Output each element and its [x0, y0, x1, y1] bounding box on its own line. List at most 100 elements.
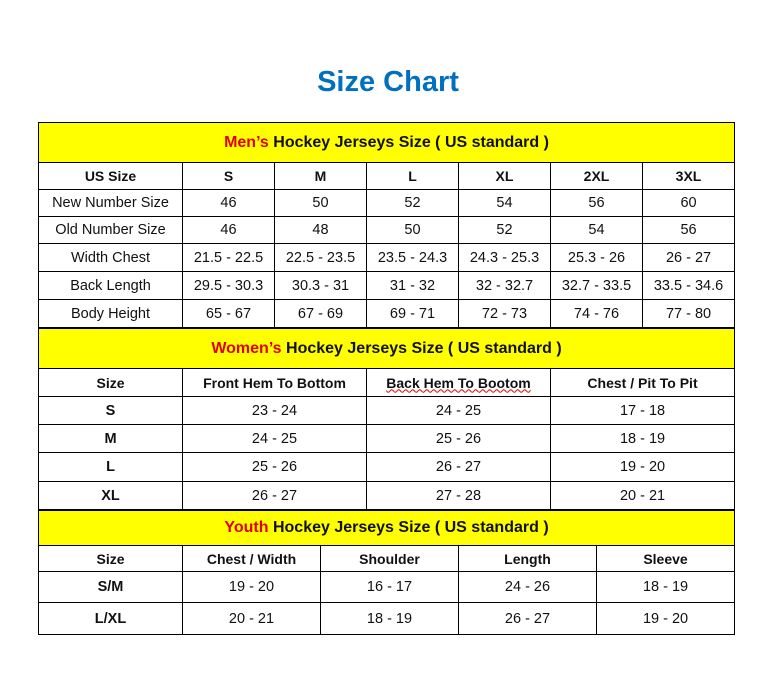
row-label: M — [38, 424, 183, 453]
column-header: XL — [495, 168, 514, 184]
table-cell: 31 - 32 — [366, 271, 459, 300]
table-cell: 19 - 20 — [182, 571, 321, 603]
column-header: 2XL — [583, 168, 610, 184]
table-row: L/XL 20 - 21 18 - 19 26 - 27 19 - 20 — [38, 602, 736, 635]
youth-header-row: Size Chest / Width Shoulder Length Sleeve — [38, 545, 736, 572]
table-cell: 56 — [550, 189, 643, 217]
header-cell: Shoulder — [320, 545, 459, 572]
table-cell: 18 - 19 — [595, 571, 736, 603]
header-cell: S — [182, 162, 275, 190]
header-cell: Size — [38, 545, 183, 572]
table-cell: 50 — [366, 216, 459, 244]
table-cell: 54 — [458, 189, 551, 217]
header-cell: Chest / Width — [182, 545, 321, 572]
table-cell: 74 - 76 — [550, 299, 643, 328]
men-section-title: Hockey Jerseys Size ( US standard ) — [268, 133, 549, 151]
table-cell: 69 - 71 — [366, 299, 459, 328]
table-cell: 25 - 26 — [182, 452, 367, 482]
column-header: Front Hem To Bottom — [203, 374, 346, 391]
table-cell: 77 - 80 — [641, 299, 736, 328]
row-label: Back Length — [38, 271, 183, 300]
table-cell: 16 - 17 — [320, 571, 459, 603]
table-cell: 25.3 - 26 — [550, 243, 643, 272]
column-header: Chest / Pit To Pit — [587, 374, 698, 391]
header-cell: 3XL — [641, 162, 736, 190]
youth-label: Youth — [224, 519, 269, 536]
column-header: Size — [96, 374, 125, 391]
table-cell: 67 - 69 — [274, 299, 367, 328]
table-cell: 50 — [274, 189, 367, 217]
table-cell: 29.5 - 30.3 — [182, 271, 275, 300]
column-header: Size — [96, 550, 125, 567]
table-cell: 27 - 28 — [366, 481, 551, 510]
header-cell: L — [366, 162, 459, 190]
table-cell: 23 - 24 — [182, 396, 367, 425]
table-cell: 18 - 19 — [320, 602, 459, 635]
table-cell: 46 — [182, 189, 275, 217]
header-cell: Front Hem To Bottom — [182, 368, 367, 397]
table-cell: 52 — [366, 189, 459, 217]
men-section-header: Men’s Hockey Jerseys Size ( US standard … — [37, 122, 736, 163]
page-title: Size Chart — [317, 66, 459, 98]
row-label: S/M — [38, 571, 183, 603]
column-header: Shoulder — [359, 550, 420, 567]
table-cell: 33.5 - 34.6 — [641, 271, 736, 300]
column-header: L — [408, 168, 417, 184]
row-label: L/XL — [38, 602, 183, 635]
table-row: XL 26 - 27 27 - 28 20 - 21 — [38, 481, 736, 510]
table-cell: 72 - 73 — [458, 299, 551, 328]
table-cell: 26 - 27 — [458, 602, 597, 635]
table-cell: 48 — [274, 216, 367, 244]
table-cell: 19 - 20 — [595, 602, 736, 635]
header-cell: Chest / Pit To Pit — [549, 368, 736, 397]
table-cell: 26 - 27 — [366, 452, 551, 482]
table-cell: 26 - 27 — [641, 243, 736, 272]
table-cell: 24 - 25 — [182, 424, 367, 453]
column-header: Back Hem To Bootom — [386, 374, 531, 391]
column-header: Length — [504, 550, 551, 567]
row-label: Body Height — [38, 299, 183, 328]
men-label: Men’s — [224, 133, 269, 151]
table-row: M 24 - 25 25 - 26 18 - 19 — [38, 424, 736, 453]
table-cell: 46 — [182, 216, 275, 244]
table-row: New Number Size 46 50 52 54 56 60 — [38, 189, 736, 217]
table-cell: 52 — [458, 216, 551, 244]
column-header: Chest / Width — [206, 550, 297, 567]
table-cell: 18 - 19 — [549, 424, 736, 453]
row-label: S — [38, 396, 183, 425]
table-row: Body Height 65 - 67 67 - 69 69 - 71 72 - 73 7… — [38, 299, 736, 328]
table-cell: 20 - 21 — [182, 602, 321, 635]
youth-section-title: Hockey Jerseys Size ( US standard ) — [268, 519, 549, 536]
table-cell: 24 - 25 — [366, 396, 551, 425]
row-label: Width Chest — [38, 243, 183, 272]
header-cell: Sleeve — [595, 545, 736, 572]
table-cell: 17 - 18 — [549, 396, 736, 425]
table-cell: 24.3 - 25.3 — [458, 243, 551, 272]
table-cell: 25 - 26 — [366, 424, 551, 453]
table-row: Old Number Size 46 48 50 52 54 56 — [38, 216, 736, 244]
row-label: L — [38, 452, 183, 482]
women-label: Women’s — [211, 339, 282, 357]
row-label: New Number Size — [38, 189, 183, 217]
table-cell: 65 - 67 — [182, 299, 275, 328]
header-cell: XL — [458, 162, 551, 190]
table-cell: 19 - 20 — [549, 452, 736, 482]
table-row: L 25 - 26 26 - 27 19 - 20 — [38, 452, 736, 482]
column-header: S — [223, 168, 234, 184]
header-cell: Size — [38, 368, 183, 397]
women-section-header: Women’s Hockey Jerseys Size ( US standar… — [37, 328, 736, 369]
men-header-row: US Size S M L XL 2XL 3XL — [38, 162, 736, 190]
table-row: S/M 19 - 20 16 - 17 24 - 26 18 - 19 — [38, 571, 736, 603]
row-label: Old Number Size — [38, 216, 183, 244]
women-section-title: Hockey Jerseys Size ( US standard ) — [281, 339, 562, 357]
table-cell: 32.7 - 33.5 — [550, 271, 643, 300]
table-cell: 23.5 - 24.3 — [366, 243, 459, 272]
women-table: Women’s Hockey Jerseys Size ( US standar… — [37, 328, 736, 510]
table-cell: 20 - 21 — [549, 481, 736, 510]
header-cell: US Size — [38, 162, 183, 190]
header-cell: 2XL — [550, 162, 643, 190]
table-row: S 23 - 24 24 - 25 17 - 18 — [38, 396, 736, 425]
youth-table: Youth Hockey Jerseys Size ( US standard … — [37, 510, 736, 635]
table-cell: 22.5 - 23.5 — [274, 243, 367, 272]
header-cell: M — [274, 162, 367, 190]
